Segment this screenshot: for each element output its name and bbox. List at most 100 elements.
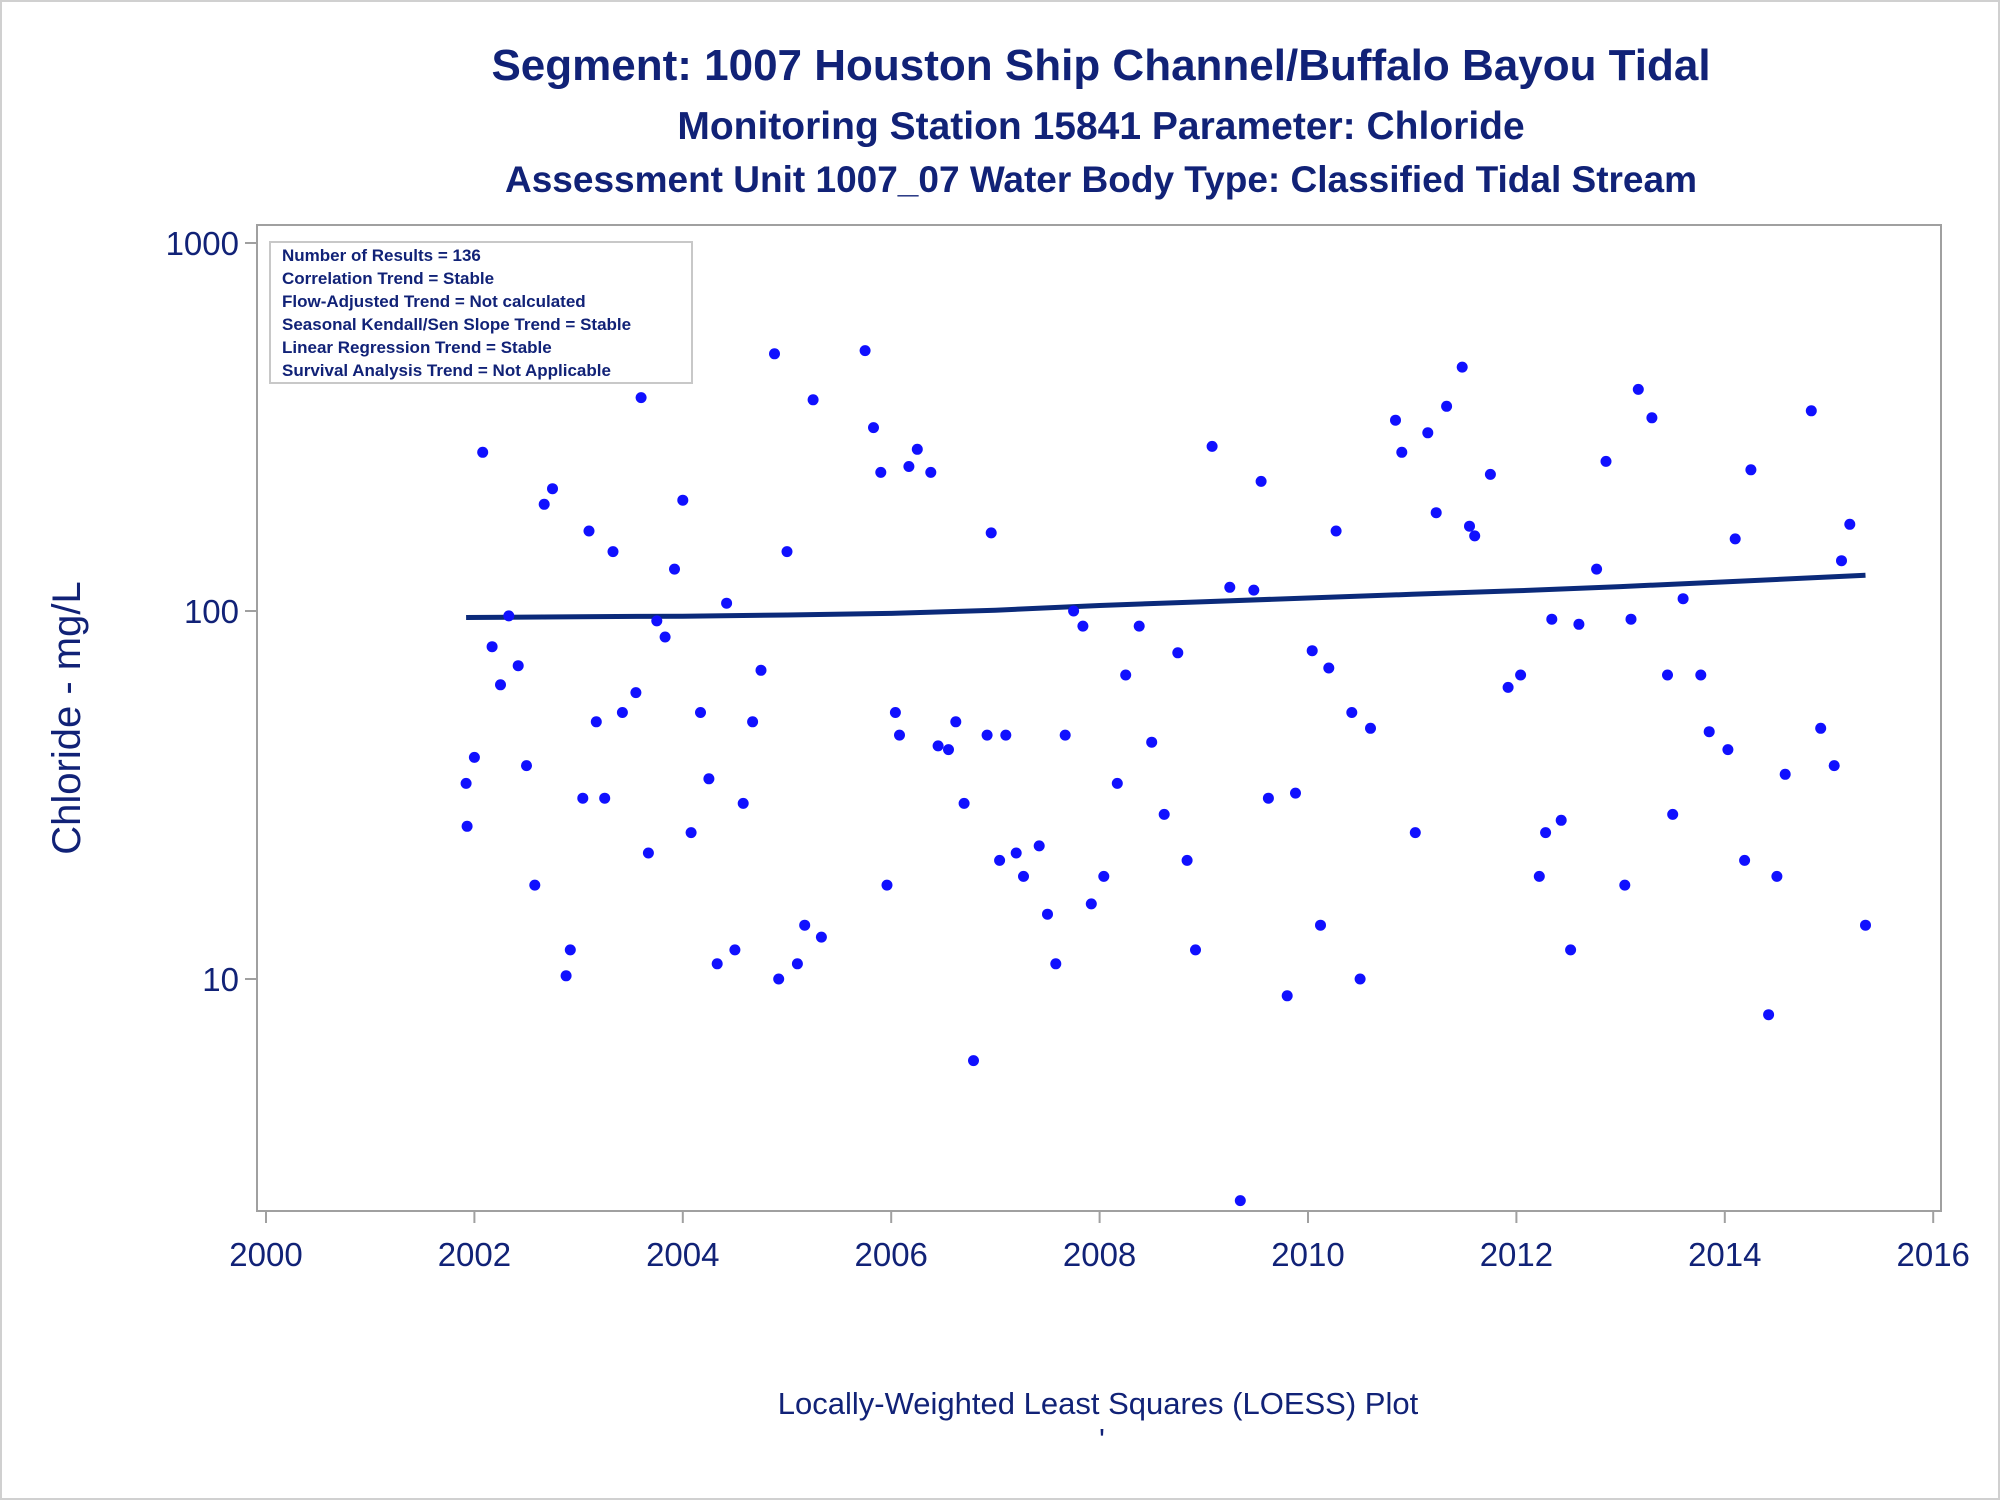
loess-trend xyxy=(466,572,1866,620)
data-point xyxy=(1010,847,1022,859)
data-point xyxy=(1619,879,1631,891)
data-point xyxy=(1050,958,1062,970)
data-point xyxy=(815,931,827,943)
data-point xyxy=(1000,729,1012,741)
data-point xyxy=(1365,722,1376,734)
data-point xyxy=(894,729,905,741)
stats-line-results: Number of Results = 136 xyxy=(282,246,481,265)
data-point xyxy=(1763,1009,1775,1021)
data-point xyxy=(950,716,962,728)
data-point xyxy=(1158,808,1170,820)
stats-box: Number of Results = 136 Correlation Tren… xyxy=(269,241,693,384)
data-point xyxy=(477,446,489,458)
data-point xyxy=(1409,827,1421,839)
data-point xyxy=(1703,726,1715,738)
data-point xyxy=(460,777,472,789)
x-tick-label: 2016 xyxy=(1896,1236,1969,1273)
data-point xyxy=(925,466,937,478)
stats-box-border xyxy=(269,241,693,384)
data-point xyxy=(729,944,741,956)
data-point xyxy=(1120,669,1132,681)
data-point xyxy=(695,707,706,718)
data-point xyxy=(1677,593,1689,605)
data-point xyxy=(1396,446,1408,458)
data-point xyxy=(503,610,515,622)
data-point xyxy=(468,751,480,763)
data-point xyxy=(1600,455,1612,467)
data-point xyxy=(1860,919,1871,931)
data-point xyxy=(486,641,498,653)
data-point xyxy=(1133,620,1145,632)
data-point xyxy=(577,792,589,804)
data-point xyxy=(773,973,785,985)
data-point xyxy=(1667,808,1679,820)
data-point xyxy=(1632,383,1644,395)
data-point xyxy=(1805,405,1817,417)
data-point xyxy=(881,879,893,891)
x-tick-label: 2004 xyxy=(646,1236,719,1273)
data-point xyxy=(781,546,793,558)
stats-line-seasonal-kendall: Seasonal Kendall/Sen Slope Trend = Stabl… xyxy=(282,315,631,334)
data-point xyxy=(564,944,576,956)
data-point xyxy=(1771,870,1783,882)
data-point xyxy=(1146,736,1158,748)
data-point xyxy=(1573,618,1585,630)
data-point xyxy=(512,660,524,672)
data-point xyxy=(721,597,733,609)
data-point xyxy=(1306,645,1318,657)
data-point xyxy=(538,498,550,510)
data-point xyxy=(529,879,541,891)
data-point xyxy=(677,494,689,506)
data-point xyxy=(1085,898,1097,910)
data-point xyxy=(1844,518,1856,530)
data-point xyxy=(1190,944,1201,956)
data-point xyxy=(747,716,759,728)
data-point xyxy=(1441,400,1453,412)
y-tick-label: 10 xyxy=(202,961,239,998)
data-point xyxy=(590,716,602,728)
data-point xyxy=(1546,613,1558,625)
data-point xyxy=(711,958,723,970)
data-points xyxy=(460,345,1871,1207)
data-point xyxy=(685,827,697,839)
data-point xyxy=(630,687,642,699)
data-point xyxy=(607,546,619,558)
data-point xyxy=(1077,620,1089,632)
trend-line xyxy=(466,572,1866,620)
stats-line-correlation: Correlation Trend = Stable xyxy=(282,269,494,288)
data-point xyxy=(911,443,923,455)
stats-line-flow-adjusted: Flow-Adjusted Trend = Not calculated xyxy=(282,292,586,311)
data-point xyxy=(737,797,749,809)
data-point xyxy=(1745,464,1757,476)
chart-subtitle-assessment: Assessment Unit 1007_07 Water Body Type:… xyxy=(505,159,1697,200)
x-tick-label: 2000 xyxy=(229,1236,302,1273)
footnote-mark: ' xyxy=(1099,1422,1105,1457)
data-point xyxy=(1464,520,1475,532)
data-point xyxy=(1722,744,1734,756)
data-point xyxy=(1290,787,1301,799)
data-point xyxy=(1591,563,1603,575)
data-point xyxy=(1565,944,1577,956)
data-point xyxy=(994,854,1006,866)
data-point xyxy=(1354,973,1366,985)
data-point xyxy=(1662,669,1673,681)
data-point xyxy=(599,792,611,804)
data-point xyxy=(1779,768,1791,780)
data-point xyxy=(659,631,671,643)
data-point xyxy=(583,525,595,537)
data-point xyxy=(1181,854,1193,866)
data-point xyxy=(968,1055,979,1067)
data-point xyxy=(1533,870,1545,882)
data-point xyxy=(868,422,879,434)
data-point xyxy=(461,820,473,832)
data-point xyxy=(1323,662,1335,674)
data-point xyxy=(1469,530,1481,542)
data-point xyxy=(495,679,506,691)
stats-line-linear-regression: Linear Regression Trend = Stable xyxy=(282,338,552,357)
data-point xyxy=(1502,681,1514,693)
data-point xyxy=(1739,854,1751,866)
data-point xyxy=(1018,870,1029,882)
data-point xyxy=(1695,669,1707,681)
y-tick-label: 1000 xyxy=(166,225,239,262)
